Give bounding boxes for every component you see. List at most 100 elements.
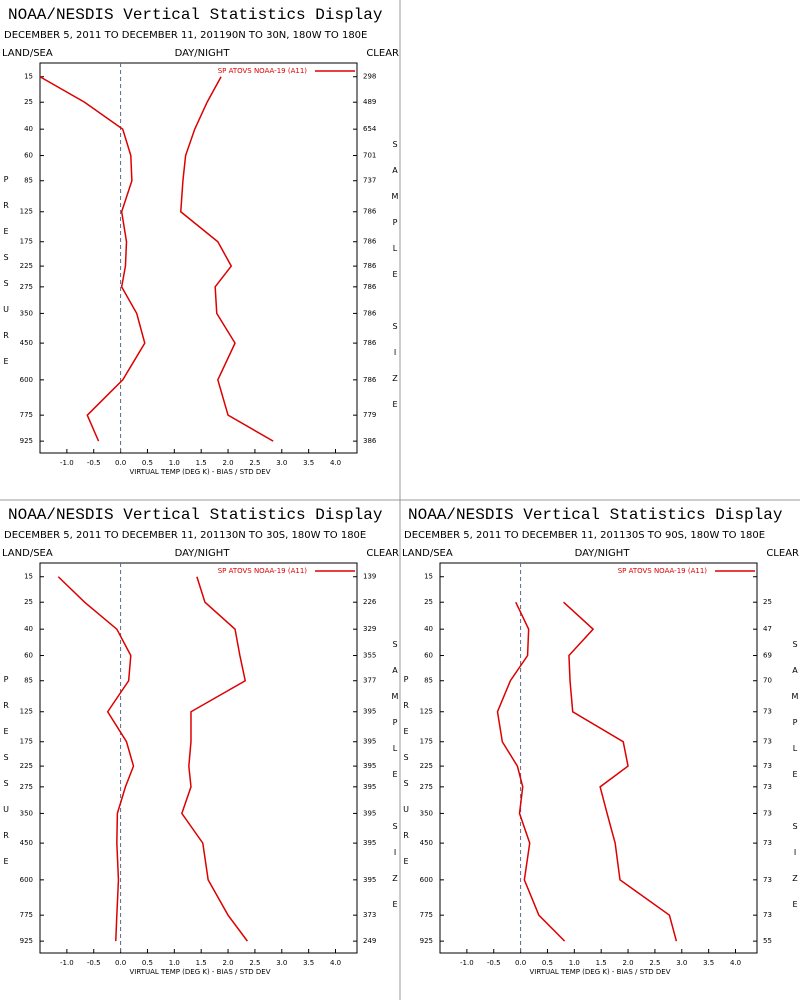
legend-label: SP ATOVS NOAA-19 (A11) bbox=[218, 67, 308, 75]
x-tick-label: 0.0 bbox=[115, 959, 126, 967]
y-tick-label: 125 bbox=[20, 708, 33, 716]
clear-label: CLEAR bbox=[366, 548, 399, 559]
y-axis-label: PRESSURE bbox=[402, 675, 411, 883]
x-tick-label: 3.5 bbox=[303, 959, 314, 967]
x-tick-label: 3.0 bbox=[276, 459, 287, 467]
sample-size-label: 329 bbox=[363, 625, 376, 633]
chart-panel: NOAA/NESDIS Vertical Statistics Display D… bbox=[2, 6, 400, 476]
sample-size-label: 654 bbox=[363, 125, 377, 133]
y-tick-label: 125 bbox=[20, 208, 33, 216]
sample-size-label: 779 bbox=[363, 411, 376, 419]
land-sea-label: LAND/SEA bbox=[402, 548, 453, 559]
sample-size-label: 73 bbox=[763, 783, 772, 791]
land-sea-label: LAND/SEA bbox=[2, 548, 53, 559]
y-tick-label: 40 bbox=[24, 125, 33, 133]
sample-size-label: 355 bbox=[363, 652, 376, 660]
y-tick-label: 350 bbox=[20, 309, 33, 317]
y-tick-label: 225 bbox=[420, 762, 433, 770]
sample-size-label: 786 bbox=[363, 208, 377, 216]
sample-size-label: 395 bbox=[363, 738, 376, 746]
y-tick-label: 15 bbox=[424, 573, 433, 581]
sample-size-label: 786 bbox=[363, 283, 377, 291]
sample-size-label: 395 bbox=[363, 708, 376, 716]
y2-axis-label: SAMPLE SIZE bbox=[391, 140, 400, 426]
x-tick-label: 2.5 bbox=[249, 459, 260, 467]
x-tick-label: 3.5 bbox=[303, 459, 314, 467]
y-tick-label: 775 bbox=[20, 911, 33, 919]
chart-subtitle: DECEMBER 5, 2011 TO DECEMBER 11, 201190N… bbox=[4, 30, 367, 41]
x-tick-label: 1.0 bbox=[169, 959, 180, 967]
sample-size-label: 386 bbox=[363, 437, 377, 445]
sample-size-label: 786 bbox=[363, 238, 377, 246]
x-tick-label: -0.5 bbox=[87, 459, 101, 467]
bias-line bbox=[496, 601, 566, 942]
sample-size-label: 139 bbox=[363, 573, 376, 581]
x-tick-label: 0.5 bbox=[142, 459, 153, 467]
std-dev-line bbox=[179, 76, 274, 442]
sample-size-label: 73 bbox=[763, 809, 772, 817]
x-tick-label: -0.5 bbox=[87, 959, 101, 967]
sample-size-label: 395 bbox=[363, 839, 376, 847]
x-tick-label: 1.5 bbox=[196, 459, 207, 467]
y-tick-label: 175 bbox=[20, 738, 33, 746]
x-tick-label: 1.5 bbox=[196, 959, 207, 967]
clear-label: CLEAR bbox=[766, 548, 799, 559]
x-tick-label: 0.0 bbox=[515, 959, 526, 967]
x-tick-label: 2.5 bbox=[649, 959, 660, 967]
y-tick-label: 600 bbox=[20, 376, 33, 384]
sample-size-label: 73 bbox=[763, 738, 772, 746]
y-tick-label: 60 bbox=[24, 152, 33, 160]
chart-subtitle: DECEMBER 5, 2011 TO DECEMBER 11, 201130S… bbox=[404, 530, 765, 541]
y-tick-label: 60 bbox=[24, 652, 33, 660]
y-tick-label: 60 bbox=[424, 652, 433, 660]
x-tick-label: -1.0 bbox=[60, 459, 74, 467]
sample-size-label: 377 bbox=[363, 677, 376, 685]
x-tick-label: 3.0 bbox=[276, 959, 287, 967]
sample-size-label: 737 bbox=[363, 177, 376, 185]
y-tick-label: 40 bbox=[424, 625, 433, 633]
sample-size-label: 786 bbox=[363, 339, 377, 347]
chart-title: NOAA/NESDIS Vertical Statistics Display bbox=[8, 506, 383, 524]
y-tick-label: 175 bbox=[20, 238, 33, 246]
land-sea-label: LAND/SEA bbox=[2, 48, 53, 59]
sample-size-label: 395 bbox=[363, 809, 376, 817]
day-night-label: DAY/NIGHT bbox=[175, 48, 231, 59]
sample-size-label: 249 bbox=[363, 937, 376, 945]
sample-size-label: 373 bbox=[363, 911, 376, 919]
y-tick-label: 125 bbox=[420, 708, 433, 716]
chart-subtitle: DECEMBER 5, 2011 TO DECEMBER 11, 201130N… bbox=[4, 530, 366, 541]
chart-panel: NOAA/NESDIS Vertical Statistics Display D… bbox=[2, 506, 400, 976]
y-tick-label: 600 bbox=[420, 876, 433, 884]
y-tick-label: 775 bbox=[420, 911, 433, 919]
sample-size-label: 786 bbox=[363, 376, 377, 384]
y-tick-label: 350 bbox=[20, 809, 33, 817]
x-tick-label: 1.0 bbox=[169, 459, 180, 467]
bias-line bbox=[39, 76, 146, 442]
sample-size-label: 73 bbox=[763, 911, 772, 919]
y-tick-label: 450 bbox=[20, 339, 33, 347]
x-axis-label: VIRTUAL TEMP (DEG K) - BIAS / STD DEV bbox=[529, 968, 670, 976]
sample-size-label: 55 bbox=[763, 937, 772, 945]
x-tick-label: 4.0 bbox=[730, 959, 741, 967]
y-tick-label: 225 bbox=[20, 762, 33, 770]
sample-size-label: 786 bbox=[363, 262, 377, 270]
x-tick-label: 1.0 bbox=[569, 959, 580, 967]
sample-size-label: 70 bbox=[763, 677, 772, 685]
chart-title: NOAA/NESDIS Vertical Statistics Display bbox=[408, 506, 783, 524]
x-tick-label: 3.0 bbox=[676, 959, 687, 967]
sample-size-label: 298 bbox=[363, 73, 376, 81]
y-axis-label: PRESSURE bbox=[2, 675, 11, 883]
y-tick-label: 40 bbox=[24, 625, 33, 633]
sample-size-label: 73 bbox=[763, 876, 772, 884]
x-tick-label: 1.5 bbox=[596, 959, 607, 967]
x-tick-label: -1.0 bbox=[60, 959, 74, 967]
sample-size-label: 786 bbox=[363, 309, 377, 317]
day-night-label: DAY/NIGHT bbox=[175, 548, 231, 559]
y-tick-label: 85 bbox=[24, 677, 33, 685]
y-tick-label: 25 bbox=[24, 598, 33, 606]
x-tick-label: 3.5 bbox=[703, 959, 714, 967]
std-dev-line bbox=[181, 576, 248, 942]
x-tick-label: 0.0 bbox=[115, 459, 126, 467]
chart-title: NOAA/NESDIS Vertical Statistics Display bbox=[8, 6, 383, 24]
